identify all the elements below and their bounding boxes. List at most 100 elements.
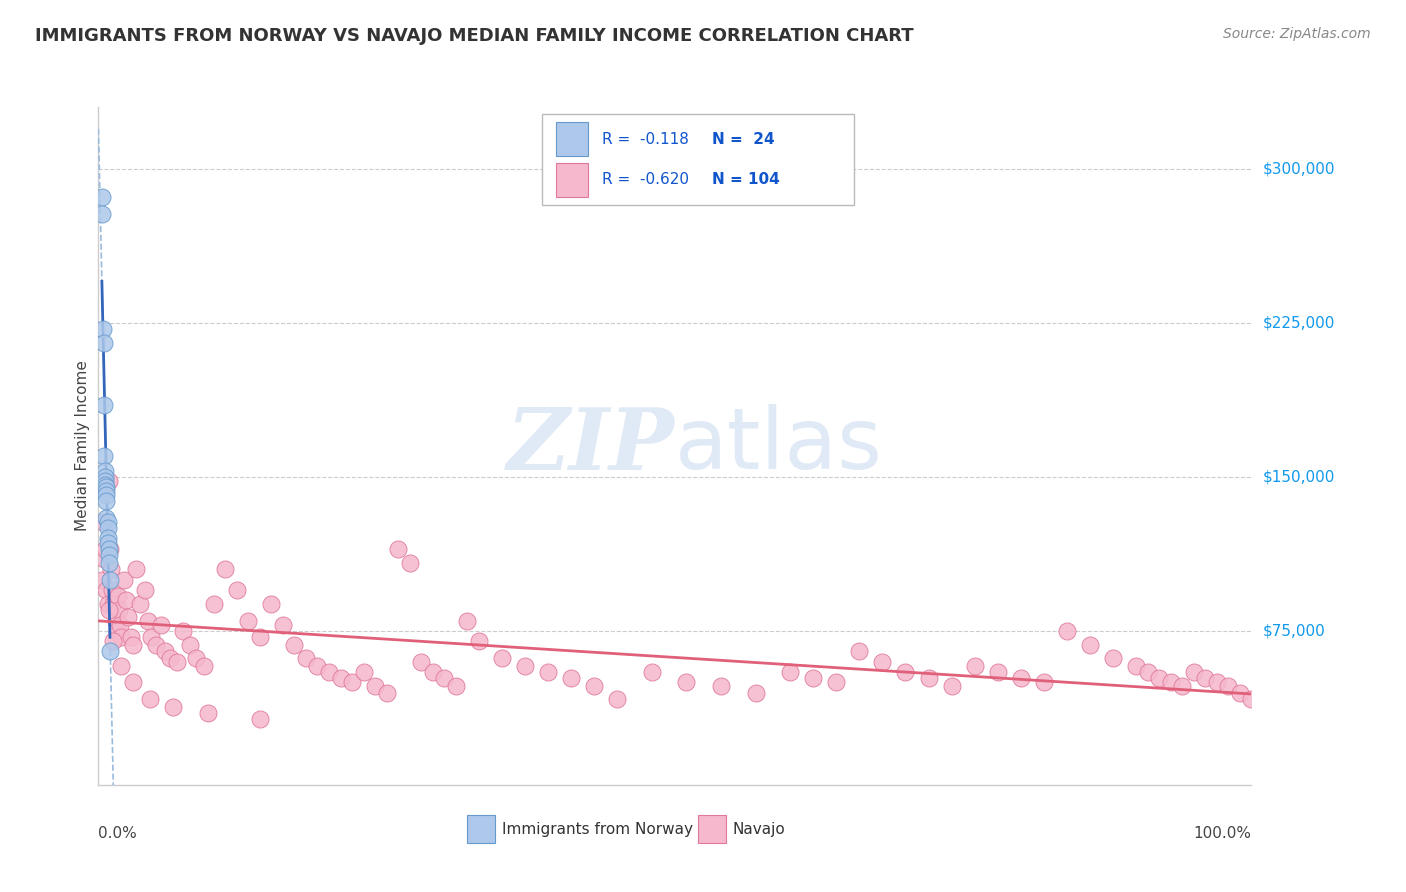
Point [214, 562, 236, 576]
Text: $150,000: $150,000 [1263, 469, 1334, 484]
Point [141, 630, 163, 644]
Point [1056, 624, 1078, 638]
Point [825, 675, 848, 690]
Point [225, 582, 247, 597]
FancyBboxPatch shape [557, 162, 589, 196]
Point [98, 541, 121, 556]
Point [112, 573, 135, 587]
Point [145, 638, 167, 652]
Text: Navajo: Navajo [733, 822, 786, 837]
Point [90, 573, 112, 587]
Point [139, 691, 162, 706]
Point [295, 650, 318, 665]
Point [97, 548, 120, 562]
Point [318, 665, 340, 679]
Point [537, 665, 560, 679]
Point [120, 630, 142, 644]
Point [110, 658, 132, 673]
Text: IMMIGRANTS FROM NORWAY VS NAVAJO MEDIAN FAMILY INCOME CORRELATION CHART: IMMIGRANTS FROM NORWAY VS NAVAJO MEDIAN … [35, 27, 914, 45]
Point [125, 562, 148, 576]
Point [110, 630, 132, 644]
Point [583, 679, 606, 693]
Point [513, 658, 536, 673]
Point [107, 589, 129, 603]
Point [744, 685, 766, 699]
Point [963, 658, 986, 673]
Point [94, 478, 117, 492]
Point [202, 597, 225, 611]
Point [129, 597, 152, 611]
Point [97, 532, 120, 546]
Point [779, 665, 801, 679]
Point [108, 603, 131, 617]
Point [98, 573, 121, 587]
Point [149, 617, 172, 632]
Point [398, 556, 420, 570]
Point [90, 190, 112, 204]
Point [1147, 671, 1170, 685]
Point [560, 671, 582, 685]
Point [166, 655, 188, 669]
Point [411, 655, 433, 669]
Point [96, 484, 118, 499]
Point [340, 675, 363, 690]
Point [491, 650, 513, 665]
Point [917, 671, 939, 685]
Point [96, 511, 118, 525]
Point [97, 521, 120, 535]
Point [848, 644, 870, 658]
Point [179, 638, 201, 652]
Point [94, 464, 117, 478]
Point [122, 675, 145, 690]
Point [97, 535, 120, 549]
Point [1205, 675, 1227, 690]
Point [94, 474, 117, 488]
Point [93, 398, 115, 412]
Point [97, 541, 120, 556]
Point [103, 597, 125, 611]
Point [1136, 665, 1159, 679]
Point [97, 597, 120, 611]
Point [197, 706, 219, 720]
Point [93, 552, 115, 566]
Point [1032, 675, 1054, 690]
Point [134, 582, 156, 597]
Point [941, 679, 963, 693]
Point [100, 562, 122, 576]
Point [162, 699, 184, 714]
Text: ZIP: ZIP [508, 404, 675, 488]
Point [90, 207, 112, 221]
Point [101, 582, 124, 597]
FancyBboxPatch shape [697, 815, 725, 843]
Point [91, 322, 114, 336]
Point [249, 630, 271, 644]
Point [422, 665, 444, 679]
Point [97, 556, 120, 570]
Point [1194, 671, 1216, 685]
Point [96, 480, 118, 494]
Text: $75,000: $75,000 [1263, 624, 1326, 639]
Point [894, 665, 917, 679]
Point [238, 614, 260, 628]
Point [1218, 679, 1240, 693]
Point [91, 515, 114, 529]
Point [433, 671, 456, 685]
Point [104, 614, 127, 628]
Point [115, 593, 138, 607]
Point [97, 603, 120, 617]
Point [122, 638, 145, 652]
Point [110, 617, 132, 632]
Text: Immigrants from Norway: Immigrants from Norway [502, 822, 693, 837]
Point [987, 665, 1010, 679]
Text: $300,000: $300,000 [1263, 161, 1334, 176]
Text: Source: ZipAtlas.com: Source: ZipAtlas.com [1223, 27, 1371, 41]
Point [1229, 685, 1251, 699]
FancyBboxPatch shape [543, 114, 853, 205]
Point [641, 665, 664, 679]
Point [329, 671, 352, 685]
Point [353, 665, 375, 679]
Point [96, 494, 118, 508]
Point [94, 541, 117, 556]
Point [136, 614, 159, 628]
Text: 0.0%: 0.0% [98, 826, 138, 840]
